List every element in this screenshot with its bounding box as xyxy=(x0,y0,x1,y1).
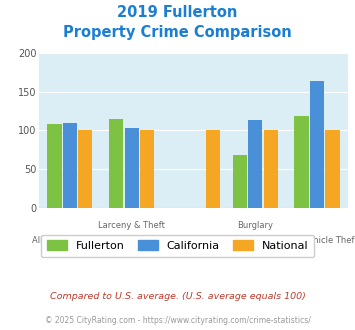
Bar xyxy=(263,130,278,208)
Text: Arson: Arson xyxy=(185,236,209,245)
Legend: Fullerton, California, National: Fullerton, California, National xyxy=(41,235,314,257)
Bar xyxy=(109,119,124,208)
Text: Burglary: Burglary xyxy=(237,221,273,230)
Text: Property Crime Comparison: Property Crime Comparison xyxy=(63,25,292,40)
Text: All Property Crime: All Property Crime xyxy=(32,236,108,245)
Bar xyxy=(47,124,62,208)
Bar xyxy=(78,130,93,208)
Text: © 2025 CityRating.com - https://www.cityrating.com/crime-statistics/: © 2025 CityRating.com - https://www.city… xyxy=(45,316,310,325)
Text: Larceny & Theft: Larceny & Theft xyxy=(98,221,165,230)
Text: 2019 Fullerton: 2019 Fullerton xyxy=(117,5,238,20)
Bar xyxy=(140,130,154,208)
Bar xyxy=(294,116,309,208)
Bar xyxy=(248,120,262,208)
Bar xyxy=(206,130,220,208)
Bar xyxy=(233,155,247,208)
Bar xyxy=(125,128,139,208)
Bar xyxy=(63,123,77,208)
Bar xyxy=(310,82,324,208)
Text: Motor Vehicle Theft: Motor Vehicle Theft xyxy=(276,236,355,245)
Text: Compared to U.S. average. (U.S. average equals 100): Compared to U.S. average. (U.S. average … xyxy=(50,292,305,301)
Bar xyxy=(325,130,340,208)
